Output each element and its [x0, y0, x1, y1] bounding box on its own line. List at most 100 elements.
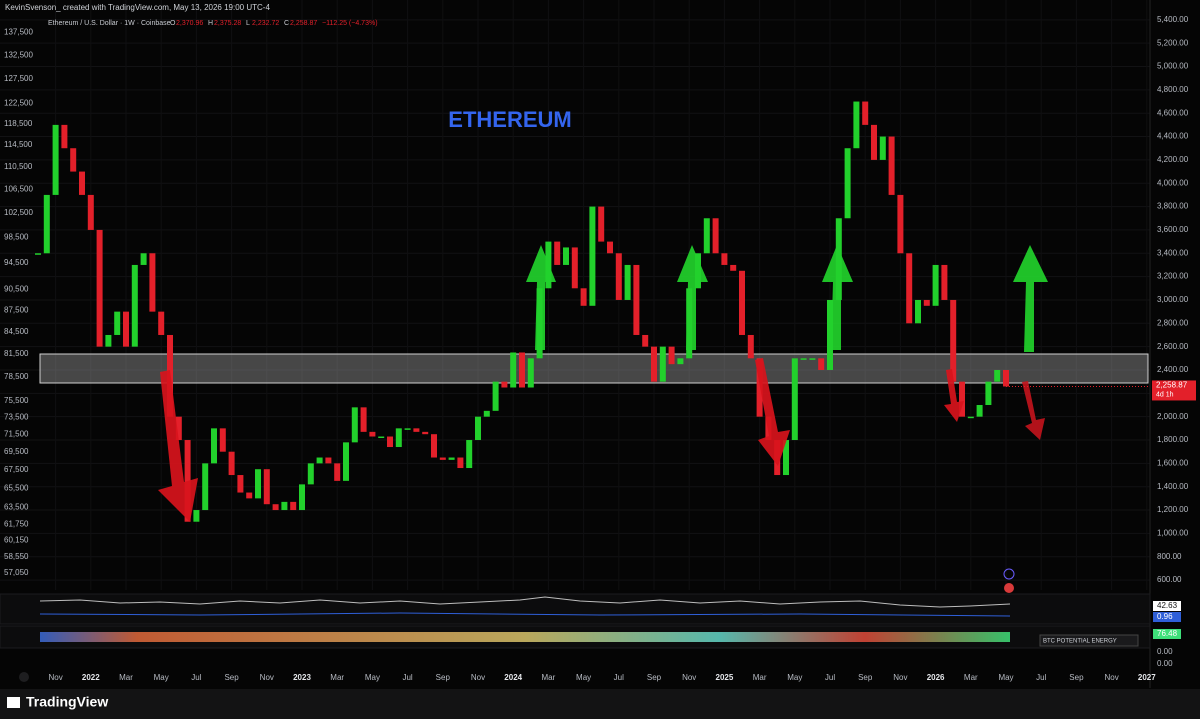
candle — [906, 253, 913, 324]
x-tick-label: Nov — [48, 673, 62, 682]
candle — [114, 311, 121, 335]
y2-tick-label: 57,050 — [4, 568, 29, 577]
x-tick-label: May — [154, 673, 169, 682]
indicator-label-box — [1039, 634, 1139, 647]
candle — [237, 475, 244, 493]
ohlc-key: L — [246, 20, 250, 27]
candle — [290, 501, 297, 511]
zone-box — [39, 353, 1149, 384]
y-tick-label: 3,600.00 — [1157, 225, 1189, 234]
candle — [783, 440, 789, 476]
candle — [307, 463, 314, 485]
candle — [61, 124, 68, 149]
candle — [422, 431, 429, 435]
indicator-histogram — [40, 632, 1010, 642]
candle — [378, 436, 385, 439]
candle — [255, 469, 261, 499]
y-tick-label: 4,000.00 — [1157, 178, 1189, 187]
candle — [862, 101, 869, 125]
ohlc-value: 2,232.72 — [252, 20, 279, 27]
candle — [580, 288, 587, 306]
symbol: Ethereum / U.S. Dollar · 1W · Coinbase — [48, 20, 171, 27]
zoom-button[interactable] — [19, 672, 29, 682]
candle — [607, 241, 613, 254]
icon — [1004, 583, 1014, 593]
pane-tag — [1153, 601, 1181, 611]
candle — [712, 218, 719, 254]
candle — [369, 431, 376, 437]
pane-tag-label: 76.48 — [1157, 629, 1178, 638]
indicator-pane — [0, 593, 1151, 625]
candle — [871, 124, 877, 160]
y-tick-label: 2,400.00 — [1157, 365, 1189, 374]
x-tick-label: Nov — [471, 673, 485, 682]
candle — [334, 463, 341, 481]
candle — [404, 428, 411, 430]
candle — [299, 484, 305, 511]
y-tick-label: 2,600.00 — [1157, 342, 1189, 351]
y2-tick-label: 58,550 — [4, 552, 29, 561]
candle — [343, 442, 349, 481]
y2-tick-label: 84,500 — [4, 327, 29, 336]
ohlc-key: O — [170, 20, 176, 27]
y-tick-label: 4,200.00 — [1157, 155, 1189, 164]
candle — [1003, 369, 1009, 387]
candle — [976, 405, 983, 417]
price-tag — [1152, 380, 1196, 401]
red-arrow — [944, 369, 964, 422]
arrows — [158, 245, 1048, 522]
candle — [853, 101, 860, 149]
x-tick-label: 2027 — [1138, 673, 1156, 682]
candle — [131, 264, 138, 347]
logo — [7, 697, 20, 708]
chart-title: ETHEREUM — [448, 107, 571, 132]
candle — [915, 299, 921, 324]
y2-tick-label: 137,500 — [4, 28, 33, 37]
y2-tick-label: 87,500 — [4, 305, 29, 314]
red-arrow — [158, 370, 198, 522]
candle — [387, 436, 393, 448]
candle — [325, 457, 332, 464]
y2-tick-label: 90,500 — [4, 285, 29, 294]
x-tick-label: Sep — [647, 673, 662, 682]
candle — [246, 492, 253, 499]
candle — [791, 358, 798, 441]
y2-tick-label: 110,500 — [4, 162, 33, 171]
x-tick-label: Jul — [402, 673, 412, 682]
y2-tick-label: 106,500 — [4, 185, 33, 194]
candle — [492, 381, 499, 411]
candle — [747, 334, 754, 359]
green-arrow — [1013, 245, 1048, 352]
candle — [140, 253, 147, 265]
candle — [967, 416, 974, 419]
indicator-label: BTC POTENTIAL ENERGY — [1043, 639, 1117, 645]
candle — [519, 352, 525, 388]
candle — [439, 457, 446, 460]
candle — [589, 206, 596, 306]
y2-tick-label: 118,500 — [4, 119, 33, 128]
candle — [950, 299, 957, 382]
footer — [0, 689, 1200, 719]
y-tick-label: 4,600.00 — [1157, 108, 1189, 117]
y-tick-label: 5,000.00 — [1157, 62, 1189, 71]
candle — [457, 457, 464, 469]
price-tag-label: 2,258.87 — [1156, 381, 1188, 390]
y2-tick-label: 102,500 — [4, 208, 33, 217]
candle — [149, 253, 156, 312]
y2-tick-label: 132,500 — [4, 50, 33, 59]
candle — [756, 358, 763, 417]
x-tick-label: May — [365, 673, 380, 682]
candle — [554, 241, 561, 265]
candle — [571, 247, 578, 289]
candle — [879, 136, 886, 160]
candle — [809, 358, 816, 360]
x-tick-label: Sep — [1069, 673, 1084, 682]
candle — [228, 451, 235, 476]
y-tick-label: 1,000.00 — [1157, 529, 1189, 538]
y2-tick-label: 63,500 — [4, 502, 29, 511]
brand: TradingView — [26, 694, 108, 710]
x-tick-label: Nov — [260, 673, 274, 682]
red-arrow — [755, 358, 790, 466]
